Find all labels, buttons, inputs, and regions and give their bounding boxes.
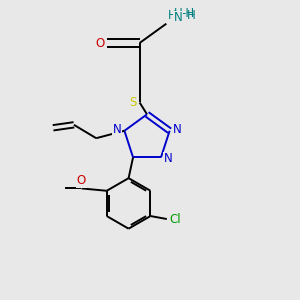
Text: S: S	[129, 96, 137, 109]
Text: H: H	[174, 7, 182, 20]
Text: O: O	[95, 37, 104, 50]
Text: H: H	[168, 9, 177, 22]
Text: Cl: Cl	[169, 212, 181, 226]
Text: H: H	[187, 9, 196, 22]
Text: N: N	[174, 11, 183, 24]
Text: O: O	[77, 174, 86, 187]
Text: -H: -H	[181, 7, 194, 20]
Text: N: N	[172, 123, 182, 136]
Text: N: N	[113, 123, 122, 136]
Text: N: N	[164, 152, 173, 165]
